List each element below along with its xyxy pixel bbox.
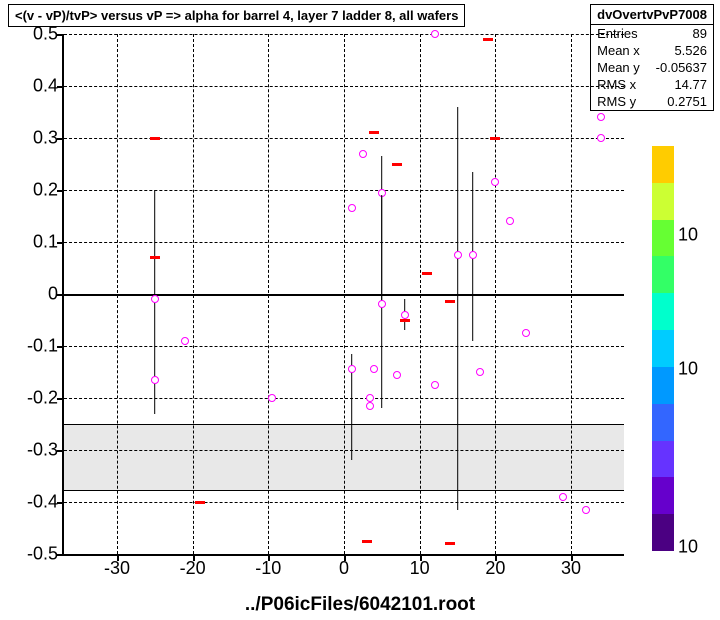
palette-segment — [652, 183, 674, 220]
palette-segment — [652, 293, 674, 330]
ytick-label: 0 — [48, 284, 64, 305]
dash-marker — [490, 137, 500, 140]
data-marker — [348, 204, 356, 212]
palette-segment — [652, 477, 674, 514]
xtick-label: -20 — [180, 554, 206, 579]
data-marker — [370, 365, 378, 373]
gridline-v — [571, 34, 572, 554]
data-marker — [491, 178, 499, 186]
data-marker — [454, 251, 462, 259]
stats-value: 89 — [693, 26, 707, 41]
stats-value: -0.05637 — [656, 60, 707, 75]
ytick-label: -0.5 — [27, 544, 64, 565]
ytick-label: -0.2 — [27, 388, 64, 409]
stats-value: 0.2751 — [667, 94, 707, 109]
data-marker — [431, 30, 439, 38]
gridline-v — [193, 34, 194, 554]
data-marker — [469, 251, 477, 259]
data-marker — [151, 376, 159, 384]
ytick-label: 0.4 — [33, 76, 64, 97]
dash-marker — [150, 137, 160, 140]
dash-marker — [369, 131, 379, 134]
palette-segment — [652, 256, 674, 293]
color-palette: 101010 — [652, 146, 674, 551]
ytick-label: -0.3 — [27, 440, 64, 461]
data-marker — [268, 394, 276, 402]
ytick-label: 0.1 — [33, 232, 64, 253]
dash-marker — [400, 319, 410, 322]
palette-segment — [652, 514, 674, 551]
gridline-v — [117, 34, 118, 554]
stats-value: 5.526 — [674, 43, 707, 58]
data-marker — [431, 381, 439, 389]
palette-segment — [652, 404, 674, 441]
gridline-v — [495, 34, 496, 554]
gridline-v — [268, 34, 269, 554]
data-marker — [559, 493, 567, 501]
data-marker — [366, 402, 374, 410]
palette-tick-label: 10 — [674, 536, 700, 557]
dash-marker — [422, 272, 432, 275]
ytick-label: 0.5 — [33, 24, 64, 45]
dash-marker — [150, 256, 160, 259]
xtick-label: -10 — [255, 554, 281, 579]
plot-title: <(v - vP)/tvP> versus vP => alpha for ba… — [8, 4, 465, 27]
gridline-v — [420, 34, 421, 554]
data-marker — [506, 217, 514, 225]
xtick-label: 0 — [339, 554, 349, 579]
data-marker — [359, 150, 367, 158]
data-marker — [348, 365, 356, 373]
xtick-label: -30 — [104, 554, 130, 579]
data-marker — [597, 113, 605, 121]
xtick-label: 20 — [485, 554, 505, 579]
dash-marker — [445, 542, 455, 545]
dash-marker — [445, 300, 455, 303]
palette-tick-label: 10 — [674, 358, 700, 379]
stats-name: dvOvertvPvP7008 — [591, 5, 713, 25]
data-marker — [597, 134, 605, 142]
data-marker — [181, 337, 189, 345]
root-canvas: { "title": "<(v - vP)/tvP> versus vP => … — [0, 0, 720, 620]
data-marker — [378, 300, 386, 308]
data-marker — [393, 371, 401, 379]
data-marker — [151, 295, 159, 303]
data-marker — [582, 506, 590, 514]
dash-marker — [362, 540, 372, 543]
stats-value: 14.77 — [674, 77, 707, 92]
dash-marker — [483, 38, 493, 41]
ytick-label: 0.3 — [33, 128, 64, 149]
palette-segment — [652, 330, 674, 367]
dash-marker — [392, 163, 402, 166]
palette-segment — [652, 220, 674, 257]
ytick-label: -0.4 — [27, 492, 64, 513]
gridline-v — [344, 34, 345, 554]
data-marker — [476, 368, 484, 376]
ytick-label: 0.2 — [33, 180, 64, 201]
data-marker — [366, 394, 374, 402]
data-marker — [522, 329, 530, 337]
dash-marker — [195, 501, 205, 504]
palette-segment — [652, 441, 674, 478]
palette-tick-label: 10 — [674, 225, 700, 246]
footer-path: ../P06icFiles/6042101.root — [0, 594, 720, 616]
plot-area: -0.5-0.4-0.3-0.2-0.100.10.20.30.40.5-30-… — [62, 34, 624, 556]
xtick-label: 10 — [410, 554, 430, 579]
error-bar — [457, 107, 458, 510]
ytick-label: -0.1 — [27, 336, 64, 357]
xtick-label: 30 — [561, 554, 581, 579]
palette-segment — [652, 367, 674, 404]
palette-segment — [652, 146, 674, 183]
